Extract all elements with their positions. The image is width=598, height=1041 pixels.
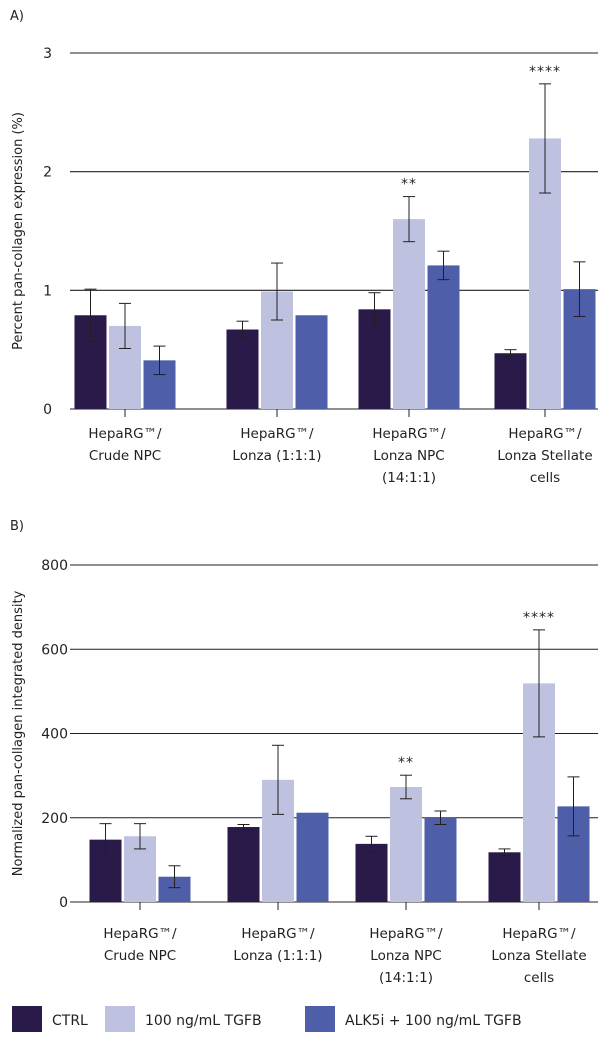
legend-swatch-ctrl — [12, 1006, 42, 1032]
y-tick-label: 0 — [43, 402, 52, 418]
panel-a: A) 0 1 2 3 Percent pan-collagen expression (%… — [10, 9, 598, 486]
significance-marker: **** — [523, 610, 555, 626]
category-label: Crude NPC — [89, 448, 161, 464]
bar-ctrl — [227, 827, 260, 902]
panel-label: A) — [10, 9, 24, 24]
category-label: (14:1:1) — [379, 970, 433, 986]
category-label: HepaRG™/ — [240, 426, 314, 442]
bar-alk5i — [296, 812, 329, 902]
y-tick-label: 3 — [43, 46, 52, 62]
legend-swatch-alk5i — [305, 1006, 335, 1032]
category-label: Lonza (1:1:1) — [232, 448, 321, 464]
significance-marker: ** — [401, 177, 417, 193]
panel-b: B) 0 200 400 600 800 Normalized pan-collagen i… — [10, 519, 598, 986]
y-tick-label: 0 — [59, 895, 68, 911]
legend: CTRL 100 ng/mL TGFB ALK5i + 100 ng/mL TGFB — [12, 1006, 522, 1032]
bar-ctrl — [226, 329, 259, 409]
y-tick-label: 200 — [41, 811, 68, 827]
bar-tgfb — [393, 219, 425, 409]
bar-tgfb — [390, 786, 422, 902]
category-label: Lonza (1:1:1) — [233, 948, 322, 964]
bar-alk5i — [424, 817, 457, 902]
legend-label-ctrl: CTRL — [52, 1013, 88, 1029]
category-label: Crude NPC — [104, 948, 176, 964]
y-axis-label: Percent pan-collagen expression (%) — [11, 112, 26, 350]
bar-ctrl — [488, 852, 521, 902]
legend-label-tgfb: 100 ng/mL TGFB — [145, 1013, 262, 1029]
bar-alk5i — [295, 315, 328, 409]
category-label: HepaRG™/ — [502, 926, 576, 942]
y-tick-label: 800 — [41, 558, 68, 574]
legend-label-alk5i: ALK5i + 100 ng/mL TGFB — [345, 1013, 522, 1029]
y-tick-label: 2 — [43, 165, 52, 181]
category-label: HepaRG™/ — [372, 426, 446, 442]
category-label: HepaRG™/ — [88, 426, 162, 442]
category-label: cells — [524, 970, 554, 986]
category-label: HepaRG™/ — [241, 926, 315, 942]
panel-label: B) — [10, 519, 24, 534]
category-label: Lonza NPC — [370, 948, 441, 964]
y-tick-label: 1 — [43, 283, 52, 299]
category-label: (14:1:1) — [382, 470, 436, 486]
category-label: Lonza Stellate — [497, 448, 592, 464]
bar-ctrl — [355, 843, 388, 902]
y-tick-label: 400 — [41, 727, 68, 743]
category-label: Lonza Stellate — [491, 948, 586, 964]
category-label: HepaRG™/ — [103, 926, 177, 942]
y-tick-label: 600 — [41, 642, 68, 658]
category-label: cells — [530, 470, 560, 486]
y-axis-label: Normalized pan-collagen integrated densi… — [11, 590, 26, 876]
category-label: Lonza NPC — [373, 448, 444, 464]
significance-marker: ** — [398, 755, 414, 771]
legend-swatch-tgfb — [105, 1006, 135, 1032]
bar-alk5i — [427, 265, 460, 409]
category-label: HepaRG™/ — [508, 426, 582, 442]
bar-ctrl — [494, 353, 527, 409]
category-label: HepaRG™/ — [369, 926, 443, 942]
significance-marker: **** — [529, 64, 561, 80]
